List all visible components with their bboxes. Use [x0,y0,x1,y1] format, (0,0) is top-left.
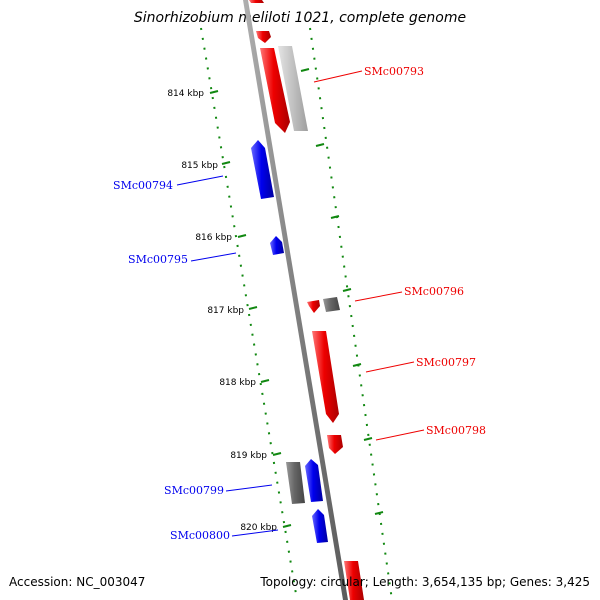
scale-label-816: 816 kbp [195,233,232,243]
gene-smc00794[interactable] [251,140,274,199]
gene-label-smc00795[interactable]: SMc00795 [128,253,188,266]
gene-smc00799[interactable] [305,459,323,502]
forward-strand-genes[interactable] [249,0,364,600]
feature-smc00799[interactable] [286,462,305,504]
gene-smc00793[interactable] [260,48,290,133]
scale-label-819: 819 kbp [230,451,267,461]
gene-smc00798[interactable] [327,435,343,454]
other-features[interactable] [278,46,340,504]
gene-smc00795[interactable] [270,236,284,255]
accession-label: Accession: NC_003047 [9,575,145,589]
scale-labels: 814 kbp 815 kbp 816 kbp 817 kbp 818 kbp … [167,89,277,533]
leader-lines-forward [313,70,425,441]
gene-labels: SMc00793 SMc00794 SMc00795 SMc00796 SMc0… [113,65,486,542]
gene-label-smc00796[interactable]: SMc00796 [404,285,464,298]
reverse-strand-genes[interactable] [251,140,328,543]
scale-label-817: 817 kbp [207,306,244,316]
scale-label-818: 818 kbp [219,378,256,388]
gene-arrow-top-a[interactable] [249,0,264,3]
genome-title: Sinorhizobium meliloti 1021, complete ge… [134,10,466,26]
scale-rail-right [309,27,393,600]
feature-smc00796[interactable] [323,297,340,312]
scale-label-814: 814 kbp [167,89,204,99]
scale-ticks-right [300,68,384,515]
gene-smc00796[interactable] [307,300,320,313]
genome-backbone [243,0,348,600]
feature-pseudo-smc00793[interactable] [278,46,308,131]
gene-label-smc00799[interactable]: SMc00799 [164,484,224,497]
gene-label-smc00793[interactable]: SMc00793 [364,65,424,78]
gene-smc00800[interactable] [312,509,328,543]
gene-label-smc00798[interactable]: SMc00798 [426,424,486,437]
gene-label-smc00797[interactable]: SMc00797 [416,356,476,369]
leader-lines-reverse [176,175,279,537]
gene-label-smc00800[interactable]: SMc00800 [170,529,230,542]
scale-ticks-left [209,90,292,528]
gene-arrow-bottom[interactable] [344,561,364,600]
gene-arrow-top-b[interactable] [256,31,271,43]
scale-label-815: 815 kbp [181,161,218,171]
gene-label-smc00794[interactable]: SMc00794 [113,179,173,192]
genome-summary: Topology: circular; Length: 3,654,135 bp… [259,575,590,589]
scale-label-820: 820 kbp [240,523,277,533]
scale-rail-left [200,27,298,600]
gene-smc00797[interactable] [312,331,339,423]
